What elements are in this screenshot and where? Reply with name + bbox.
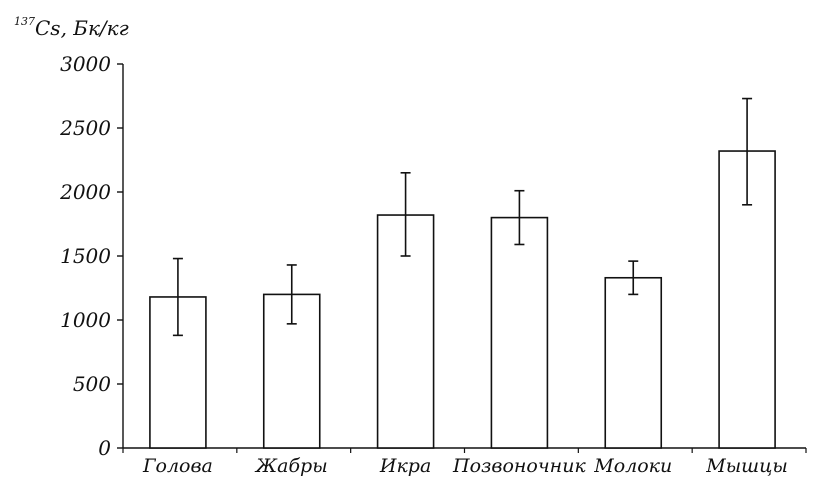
x-tick-label: Икра <box>379 455 431 476</box>
y-tick-label: 0 <box>98 436 111 460</box>
y-tick-label: 1500 <box>60 244 111 268</box>
bar <box>149 296 207 449</box>
y-tick-label: 1000 <box>60 308 111 332</box>
y-axis-label: 137Cs, Бк/кг <box>14 15 129 40</box>
y-tick-label: 2000 <box>59 180 111 204</box>
x-tick-label: Мышцы <box>705 455 788 476</box>
y-tick-label: 500 <box>73 372 111 396</box>
bar <box>490 216 549 449</box>
x-tick-label: Молоки <box>593 455 672 476</box>
y-axis-label-isotope-symbol: Cs <box>35 16 61 40</box>
x-tick-label: Позвоночник <box>452 455 586 476</box>
y-axis-label-unit: , Бк/кг <box>60 16 129 40</box>
bar <box>604 276 663 449</box>
x-tick-label: Голова <box>142 455 213 476</box>
x-tick-label: Жабры <box>254 455 328 476</box>
y-tick-label: 3000 <box>60 52 111 76</box>
y-tick-label: 2500 <box>59 116 111 140</box>
y-axis-label-isotope-mass: 137 <box>14 15 35 29</box>
